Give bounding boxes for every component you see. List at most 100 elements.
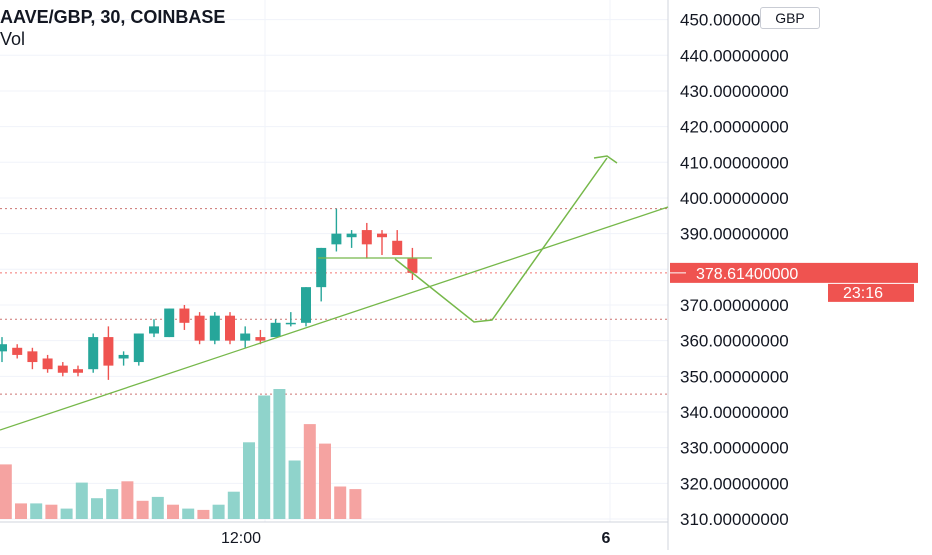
grid-lines — [0, 0, 668, 522]
candle-body — [164, 308, 175, 338]
candle-body — [73, 369, 83, 373]
volume-bar — [167, 504, 179, 519]
candle — [88, 333, 99, 373]
volume-bar — [91, 498, 103, 519]
candle-body — [316, 247, 327, 288]
countdown-background — [828, 283, 914, 302]
volume-bar — [151, 496, 164, 519]
candle-body — [88, 337, 99, 370]
candle-body — [103, 337, 114, 366]
price-tick-label: 340.00000000 — [680, 403, 789, 422]
price-tick-label: 370.00000000 — [680, 296, 789, 315]
candle — [42, 354, 53, 373]
candle — [194, 312, 205, 345]
candle-body — [331, 233, 342, 245]
volume-bar — [15, 503, 27, 519]
candle — [316, 247, 327, 302]
candle-body — [377, 233, 387, 238]
volume-bar — [227, 491, 240, 519]
symbol-title: AAVE/GBP, 30, COINBASE — [0, 7, 226, 27]
candle-body — [133, 333, 144, 363]
candle-body — [407, 258, 418, 273]
candle-series — [0, 208, 418, 380]
volume-bar — [334, 486, 347, 519]
candle — [225, 312, 235, 345]
price-tick-label: 430.00000000 — [680, 82, 789, 101]
candle-body — [346, 233, 357, 238]
time-tick-label: 6 — [602, 530, 611, 547]
volume-bar — [212, 504, 225, 519]
candle — [407, 247, 418, 281]
candle-body — [118, 354, 129, 359]
volume-bar — [121, 481, 134, 519]
candle — [73, 365, 83, 377]
price-tick-label: 410.00000000 — [680, 153, 789, 172]
price-tick-label: 310.00000000 — [680, 510, 789, 529]
candle-body — [194, 315, 205, 341]
price-tick-label: 440.00000000 — [680, 46, 789, 65]
volume-label: Vol — [0, 29, 26, 49]
candle — [0, 337, 7, 363]
candle — [118, 351, 129, 366]
candle — [209, 312, 220, 345]
candle — [285, 312, 296, 327]
drawings — [0, 155, 669, 431]
last-price-background — [670, 262, 918, 283]
volume-series — [0, 389, 362, 519]
price-axis-labels: 310.00000000 320.00000000 330.00000000 340.… — [680, 11, 789, 529]
chart-header: AAVE/GBP, 30, COINBASE Vol — [0, 6, 225, 50]
countdown-label: 23:16 — [843, 285, 883, 302]
volume-bar — [349, 489, 362, 519]
candle — [270, 319, 281, 338]
candle — [392, 230, 403, 256]
price-tick-label: 350.00000000 — [680, 367, 789, 386]
candle — [149, 319, 159, 338]
projection-path — [394, 157, 608, 323]
price-tick-label: 400.00000000 — [680, 189, 789, 208]
candle-body — [392, 240, 403, 256]
candle-body — [209, 315, 220, 341]
candle — [377, 230, 387, 256]
volume-bar — [273, 389, 286, 519]
candle — [27, 347, 38, 370]
volume-bar — [45, 504, 58, 519]
volume-bar — [60, 508, 73, 519]
price-tick-label: 420.00000000 — [680, 118, 789, 137]
candle-body — [225, 315, 235, 341]
candle-body — [240, 333, 251, 341]
volume-bar — [106, 489, 119, 519]
candle-body — [255, 337, 266, 341]
volume-bar — [303, 424, 316, 519]
volume-bar — [258, 395, 271, 519]
candle — [361, 222, 372, 259]
candle — [164, 308, 175, 338]
candle-body — [0, 344, 7, 352]
volume-bar — [0, 464, 12, 519]
candle-body — [149, 326, 159, 334]
candle — [240, 326, 251, 348]
candle — [12, 344, 23, 359]
time-axis-labels: 12:00 6 — [221, 530, 611, 547]
price-tick-label: 390.00000000 — [680, 225, 789, 244]
candle — [103, 326, 114, 380]
candle — [255, 329, 266, 345]
volume-bar — [288, 460, 301, 519]
volume-bar — [319, 443, 331, 519]
candle — [346, 230, 357, 248]
candle-body — [12, 347, 23, 355]
volume-bar — [136, 500, 149, 519]
candle-body — [179, 308, 190, 323]
candle-body — [57, 365, 68, 373]
volume-bar — [30, 503, 43, 519]
trend-line — [0, 206, 669, 431]
currency-badge[interactable]: GBP — [760, 7, 820, 29]
price-tick-label: 330.00000000 — [680, 439, 789, 458]
candle — [133, 333, 144, 366]
volume-bar — [182, 508, 195, 519]
candle-body — [270, 322, 281, 338]
volume-bar — [243, 442, 255, 519]
candle-body — [42, 358, 53, 370]
candle-body — [27, 351, 38, 363]
